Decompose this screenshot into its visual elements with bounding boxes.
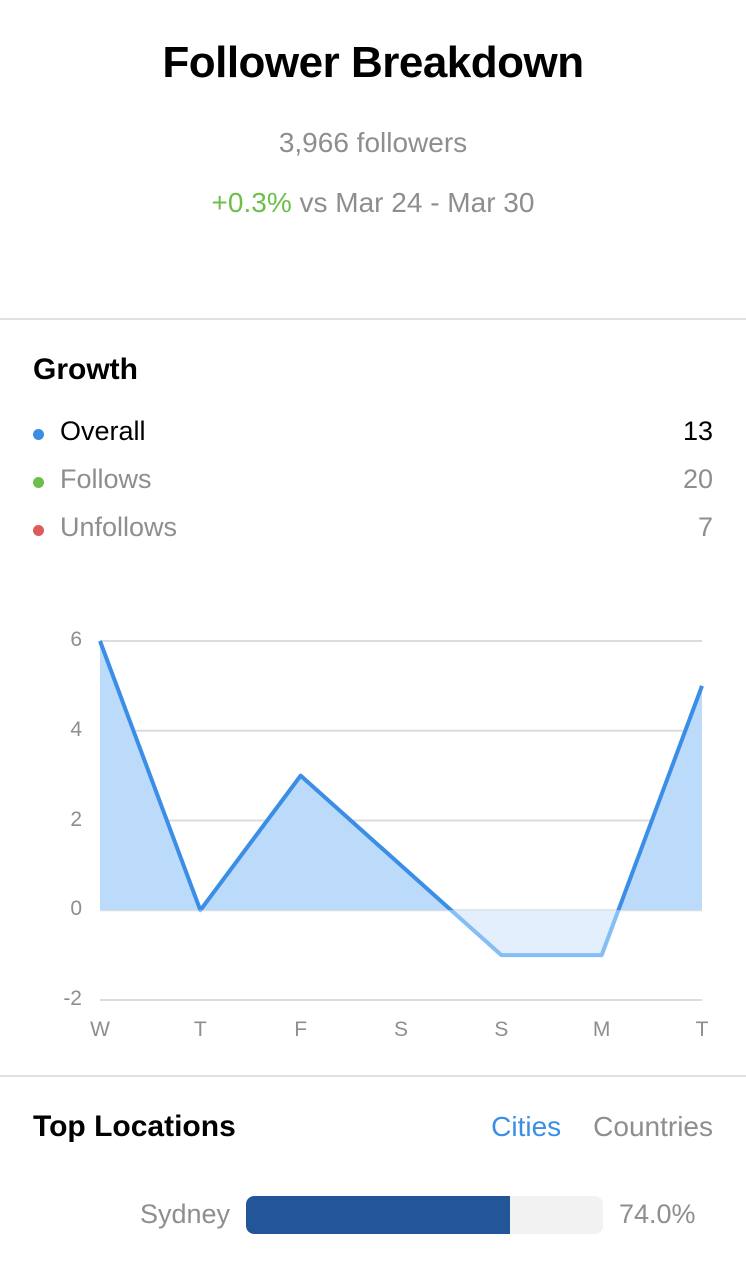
x-tick-label: F [294, 1018, 308, 1041]
area-positive [100, 641, 702, 911]
location-row: Sydney 74.0% [0, 1196, 746, 1234]
legend-value: 13 [682, 416, 713, 446]
x-tick-label: S [393, 1018, 408, 1041]
change-percent: +0.3% [211, 187, 292, 218]
x-tick-label: M [592, 1018, 611, 1041]
follower-count: 3,966 followers [278, 127, 468, 158]
location-tabs: Cities Countries [459, 1111, 713, 1143]
x-tick-label: T [695, 1018, 709, 1041]
chart-plot [98, 640, 704, 1001]
legend-unfollows[interactable]: Unfollows 7 [33, 512, 713, 546]
y-tick-label: 6 [70, 628, 82, 651]
x-tick-label: S [494, 1018, 509, 1041]
legend-value: 20 [682, 464, 713, 494]
legend-overall[interactable]: Overall 13 [33, 416, 713, 450]
growth-chart[interactable]: 6 4 2 0 -2 W T F S S M T [0, 600, 746, 1060]
y-tick-label: 2 [70, 807, 82, 831]
tab-countries[interactable]: Countries [593, 1111, 713, 1142]
series-line-negative [198, 910, 621, 958]
y-tick-label: -2 [63, 987, 82, 1010]
location-bar-fill [246, 1196, 511, 1234]
location-percent: 74.0% [619, 1199, 696, 1229]
header: Follower Breakdown 3,966 followers +0.3%… [0, 0, 746, 320]
legend-follows[interactable]: Follows 20 [33, 464, 713, 498]
red-dot-icon [33, 525, 44, 536]
gridlines [100, 640, 702, 1001]
y-tick-label: 0 [70, 897, 82, 921]
legend-value: 7 [697, 512, 713, 542]
series-line [98, 640, 704, 911]
page-title: Follower Breakdown [162, 38, 584, 87]
tab-cities[interactable]: Cities [491, 1111, 562, 1142]
location-bar [246, 1196, 603, 1234]
legend-label: Overall [60, 416, 146, 446]
green-dot-icon [33, 477, 44, 488]
x-tick-label: W [90, 1018, 110, 1041]
legend-label: Follows [60, 464, 152, 494]
blue-dot-icon [33, 429, 44, 440]
change-summary: +0.3% vs Mar 24 - Mar 30 [0, 187, 746, 219]
divider [0, 318, 746, 320]
change-period: vs Mar 24 - Mar 30 [291, 187, 535, 218]
location-name: Sydney [139, 1199, 230, 1229]
y-tick-label: 4 [70, 717, 82, 741]
x-tick-label: T [193, 1018, 207, 1041]
legend-label: Unfollows [60, 512, 178, 542]
area-negative [100, 910, 702, 956]
divider [0, 1075, 746, 1077]
growth-title: Growth [33, 353, 138, 386]
top-locations-title: Top Locations [33, 1110, 236, 1143]
